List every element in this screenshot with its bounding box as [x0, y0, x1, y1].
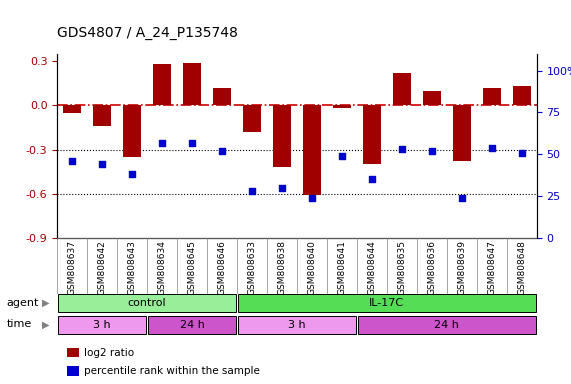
Text: 24 h: 24 h	[435, 320, 459, 330]
Bar	[482, 88, 501, 105]
Text: percentile rank within the sample: percentile rank within the sample	[85, 366, 260, 376]
Bar	[303, 105, 321, 195]
Text: ▶: ▶	[42, 298, 49, 308]
FancyBboxPatch shape	[58, 316, 146, 334]
Text: GSM808643: GSM808643	[127, 240, 136, 295]
Point	[127, 171, 136, 177]
Bar	[243, 105, 261, 132]
Text: GSM808633: GSM808633	[247, 240, 256, 295]
Bar	[513, 86, 531, 105]
Point	[98, 161, 107, 167]
Point	[67, 158, 77, 164]
Point	[397, 146, 407, 152]
Text: control: control	[128, 298, 166, 308]
Bar	[67, 348, 79, 357]
Point	[427, 148, 436, 154]
Point	[307, 195, 316, 201]
Text: ▶: ▶	[42, 319, 49, 329]
Text: GSM808639: GSM808639	[457, 240, 467, 295]
Text: GSM808648: GSM808648	[517, 240, 526, 295]
Bar	[273, 105, 291, 167]
Point	[337, 153, 347, 159]
Point	[367, 176, 376, 182]
Bar	[363, 105, 381, 164]
Text: 3 h: 3 h	[288, 320, 305, 330]
Text: GSM808636: GSM808636	[427, 240, 436, 295]
Bar	[333, 105, 351, 108]
Text: GSM808637: GSM808637	[67, 240, 77, 295]
Point	[278, 185, 287, 191]
Text: GSM808641: GSM808641	[337, 240, 347, 295]
Text: GSM808646: GSM808646	[218, 240, 227, 295]
Text: time: time	[7, 319, 32, 329]
FancyBboxPatch shape	[148, 316, 236, 334]
Text: GSM808644: GSM808644	[367, 240, 376, 295]
Text: GSM808634: GSM808634	[158, 240, 167, 295]
Bar	[213, 88, 231, 105]
Text: 3 h: 3 h	[93, 320, 111, 330]
Text: GDS4807 / A_24_P135748: GDS4807 / A_24_P135748	[57, 26, 238, 40]
Text: GSM808642: GSM808642	[98, 240, 107, 295]
Bar	[153, 64, 171, 105]
FancyBboxPatch shape	[58, 294, 236, 312]
Point	[158, 139, 167, 146]
Point	[218, 148, 227, 154]
Point	[517, 149, 526, 156]
Text: GSM808640: GSM808640	[307, 240, 316, 295]
Text: GSM808635: GSM808635	[397, 240, 407, 295]
Text: log2 ratio: log2 ratio	[85, 348, 135, 358]
Text: GSM808647: GSM808647	[487, 240, 496, 295]
Text: GSM808638: GSM808638	[278, 240, 287, 295]
Bar	[63, 105, 81, 113]
Text: IL-17C: IL-17C	[369, 298, 404, 308]
Point	[487, 144, 496, 151]
Bar	[423, 91, 441, 105]
Bar	[393, 73, 411, 105]
Bar	[93, 105, 111, 126]
Bar	[183, 63, 201, 105]
Point	[247, 188, 256, 194]
Text: GSM808645: GSM808645	[187, 240, 196, 295]
Point	[457, 195, 467, 201]
FancyBboxPatch shape	[358, 316, 536, 334]
Bar	[123, 105, 141, 157]
Point	[187, 139, 196, 146]
FancyBboxPatch shape	[238, 294, 536, 312]
Bar	[453, 105, 471, 161]
FancyBboxPatch shape	[238, 316, 356, 334]
Text: agent: agent	[7, 298, 39, 308]
Text: 24 h: 24 h	[179, 320, 204, 330]
Bar	[67, 366, 79, 376]
